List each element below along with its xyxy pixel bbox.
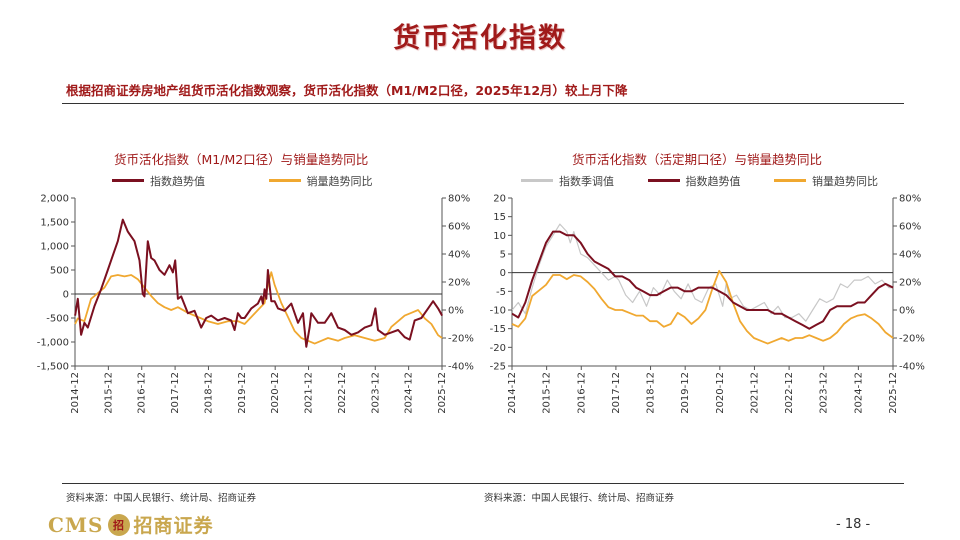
x-tick-label: 2019-12 — [237, 372, 248, 414]
left-chart-legend: 指数趋势值 销量趋势同比 — [112, 172, 395, 189]
y-right-tick-label: -20% — [448, 334, 474, 345]
x-tick-label: 2020-12 — [270, 372, 281, 414]
y-right-tick-label: 20% — [448, 278, 470, 289]
x-tick-label: 2023-12 — [370, 372, 381, 414]
x-tick-label: 2014-12 — [70, 372, 81, 414]
y-right-tick-label: 60% — [448, 222, 470, 233]
y-left-tick-label: 0 — [63, 290, 69, 301]
footer-divider — [62, 483, 904, 484]
x-tick-label: 2024-12 — [404, 372, 415, 414]
company-logo: CMS 招 招商证券 — [48, 511, 214, 538]
y-right-tick-label: 40% — [448, 250, 470, 261]
y-left-tick-label: -500 — [46, 314, 69, 325]
series-line-sales-yoy — [74, 271, 443, 345]
x-tick-label: 2018-12 — [203, 372, 214, 414]
legend-swatch-sales-yoy — [268, 179, 301, 182]
x-tick-label: 2015-12 — [103, 372, 114, 414]
legend-label: 销量趋势同比 — [812, 174, 878, 188]
legend-swatch-index-trend — [112, 179, 144, 182]
left-chart-title: 货币活化指数（M1/M2口径）与销量趋势同比 — [114, 152, 369, 167]
x-tick-label: 2016-12 — [137, 372, 148, 414]
y-right-tick-label: 0% — [448, 306, 464, 317]
legend-label: 指数季调值 — [559, 174, 614, 188]
y-right-tick-label: 80% — [448, 194, 470, 205]
y-left-tick-label: 500 — [50, 266, 69, 277]
legend-item-sales-yoy: 销量趋势同比 — [268, 173, 373, 189]
legend-item-index-trend: 指数趋势值 — [112, 173, 205, 189]
y-right-tick-label: -40% — [448, 362, 474, 373]
page-subtitle: 根据招商证券房地产组货币活化指数观察，货币活化指数（M1/M2口径，2025年1… — [66, 83, 628, 98]
legend-label: 指数趋势值 — [150, 174, 205, 188]
logo-badge-icon: 招 — [107, 513, 130, 536]
legend-swatch-index-trend — [647, 179, 680, 182]
y-left-tick-label: 2,000 — [40, 194, 69, 205]
x-tick-label: 2021-12 — [304, 372, 315, 414]
legend-swatch-sales-yoy — [774, 179, 806, 182]
x-tick-label: 2022-12 — [337, 372, 348, 414]
y-left-tick-label: 1,000 — [40, 242, 69, 253]
x-tick-label: 2017-12 — [170, 372, 181, 414]
legend-item-index-trend: 指数趋势值 — [647, 173, 741, 189]
x-tick-label: 2025-12 — [437, 372, 448, 414]
right-chart-source: 资料来源：中国人民银行、统计局、招商证券 — [484, 493, 675, 504]
y-left-tick-label: -1,000 — [37, 338, 69, 349]
series-line-index-trend — [74, 218, 443, 348]
legend-swatch-index-seasonal — [521, 179, 553, 182]
y-left-tick-label: 1,500 — [40, 218, 69, 229]
right-chart-title: 货币活化指数（活定期口径）与销量趋势同比 — [572, 152, 823, 167]
logo-company-name: 招商证券 — [133, 515, 214, 537]
right-chart-legend: 指数季调值 指数趋势值 销量趋势同比 — [521, 172, 900, 189]
logo-cms-text: CMS — [48, 512, 104, 537]
left-chart-source: 资料来源：中国人民银行、统计局、招商证券 — [66, 493, 257, 504]
legend-item-index-seasonal: 指数季调值 — [521, 173, 614, 189]
legend-label: 指数趋势值 — [685, 174, 741, 188]
page-title: 货币活化指数 — [393, 23, 567, 54]
y-left-tick-label: -1,500 — [37, 362, 69, 373]
legend-item-sales-yoy: 销量趋势同比 — [774, 173, 878, 189]
subtitle-divider — [62, 103, 904, 104]
page-number: - 18 - — [836, 517, 871, 532]
legend-label: 销量趋势同比 — [306, 174, 373, 188]
